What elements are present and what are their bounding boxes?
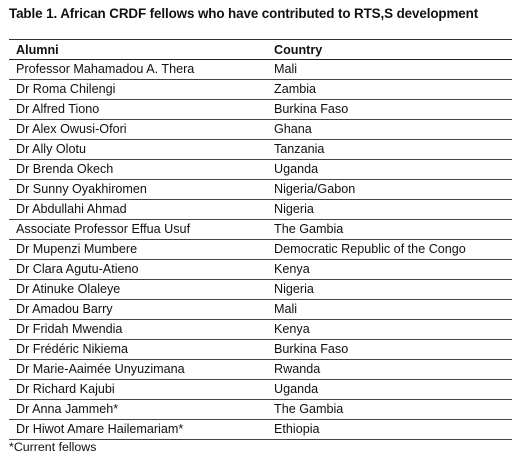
table-row: Dr Frédéric Nikiema Burkina Faso	[9, 339, 512, 360]
table-row: Professor Mahamadou A. Thera Mali	[9, 59, 512, 80]
alumni-cell: Dr Richard Kajubi	[9, 379, 267, 400]
country-cell: Democratic Republic of the Congo	[267, 239, 512, 260]
alumni-cell: Dr Atinuke Olaleye	[9, 279, 267, 300]
country-cell: Burkina Faso	[267, 99, 512, 120]
country-cell: Ghana	[267, 119, 512, 140]
table-header: Alumni Country	[9, 39, 512, 60]
alumni-cell: Dr Alex Owusi-Ofori	[9, 119, 267, 140]
alumni-cell: Dr Fridah Mwendia	[9, 319, 267, 340]
country-cell: Uganda	[267, 379, 512, 400]
table-row: Dr Marie-Aaimée Unyuzimana Rwanda	[9, 359, 512, 380]
table-row: Dr Ally Olotu Tanzania	[9, 139, 512, 160]
table-row: Dr Mupenzi Mumbere Democratic Republic o…	[9, 239, 512, 260]
table-row: Dr Amadou Barry Mali	[9, 299, 512, 320]
country-cell: Kenya	[267, 259, 512, 280]
alumni-cell: Dr Ally Olotu	[9, 139, 267, 160]
table-row: Dr Abdullahi Ahmad Nigeria	[9, 199, 512, 220]
alumni-cell: Dr Clara Agutu-Atieno	[9, 259, 267, 280]
alumni-cell: Dr Sunny Oyakhiromen	[9, 179, 267, 200]
country-cell: Zambia	[267, 79, 512, 100]
country-cell: Nigeria/Gabon	[267, 179, 512, 200]
header-row: Alumni Country	[9, 39, 512, 60]
table-row: Dr Anna Jammeh* The Gambia	[9, 399, 512, 420]
alumni-cell: Associate Professor Effua Usuf	[9, 219, 267, 240]
alumni-cell: Dr Frédéric Nikiema	[9, 339, 267, 360]
table-body: Professor Mahamadou A. Thera Mali Dr Rom…	[9, 59, 512, 440]
alumni-cell: Dr Marie-Aaimée Unyuzimana	[9, 359, 267, 380]
country-cell: The Gambia	[267, 399, 512, 420]
alumni-cell: Dr Brenda Okech	[9, 159, 267, 180]
fellows-table: Alumni Country Professor Mahamadou A. Th…	[9, 39, 512, 440]
table-row: Dr Clara Agutu-Atieno Kenya	[9, 259, 512, 280]
country-cell: Nigeria	[267, 199, 512, 220]
country-cell: Mali	[267, 299, 512, 320]
alumni-cell: Dr Hiwot Amare Hailemariam*	[9, 419, 267, 440]
country-cell: Tanzania	[267, 139, 512, 160]
alumni-cell: Dr Alfred Tiono	[9, 99, 267, 120]
country-cell: Ethiopia	[267, 419, 512, 440]
table-row: Dr Richard Kajubi Uganda	[9, 379, 512, 400]
table-row: Dr Alfred Tiono Burkina Faso	[9, 99, 512, 120]
alumni-cell: Dr Abdullahi Ahmad	[9, 199, 267, 220]
country-cell: Nigeria	[267, 279, 512, 300]
country-cell: Mali	[267, 59, 512, 80]
country-cell: Kenya	[267, 319, 512, 340]
country-cell: Burkina Faso	[267, 339, 512, 360]
table-row: Dr Hiwot Amare Hailemariam* Ethiopia	[9, 419, 512, 440]
table-row: Dr Brenda Okech Uganda	[9, 159, 512, 180]
table-row: Dr Sunny Oyakhiromen Nigeria/Gabon	[9, 179, 512, 200]
country-cell: Uganda	[267, 159, 512, 180]
table-row: Dr Fridah Mwendia Kenya	[9, 319, 512, 340]
country-cell: Rwanda	[267, 359, 512, 380]
alumni-cell: Dr Mupenzi Mumbere	[9, 239, 267, 260]
column-header-alumni: Alumni	[9, 39, 267, 60]
table-row: Associate Professor Effua Usuf The Gambi…	[9, 219, 512, 240]
footnote: *Current fellows	[9, 440, 97, 454]
alumni-cell: Dr Anna Jammeh*	[9, 399, 267, 420]
country-cell: The Gambia	[267, 219, 512, 240]
table-row: Dr Atinuke Olaleye Nigeria	[9, 279, 512, 300]
table-row: Dr Alex Owusi-Ofori Ghana	[9, 119, 512, 140]
alumni-cell: Professor Mahamadou A. Thera	[9, 59, 267, 80]
column-header-country: Country	[267, 39, 512, 60]
table-title: Table 1. African CRDF fellows who have c…	[9, 6, 479, 21]
table-row: Dr Roma Chilengi Zambia	[9, 79, 512, 100]
alumni-cell: Dr Roma Chilengi	[9, 79, 267, 100]
alumni-cell: Dr Amadou Barry	[9, 299, 267, 320]
